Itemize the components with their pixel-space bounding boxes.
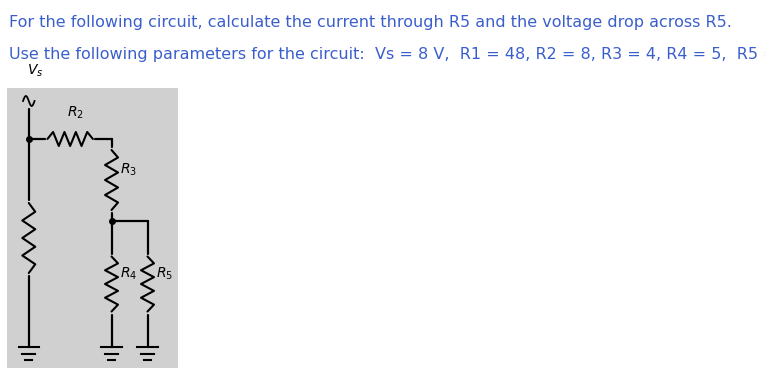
Text: $R_2$: $R_2$ xyxy=(67,104,83,121)
Text: $R_5$: $R_5$ xyxy=(156,266,173,282)
Text: For the following circuit, calculate the current through R5 and the voltage drop: For the following circuit, calculate the… xyxy=(8,15,731,30)
Text: $R_4$: $R_4$ xyxy=(120,266,138,282)
Text: $R_3$: $R_3$ xyxy=(120,162,137,178)
Text: $V_s$: $V_s$ xyxy=(27,63,43,79)
Text: Use the following parameters for the circuit:  Vs = 8 V,  R1 = 48, R2 = 8, R3 = : Use the following parameters for the cir… xyxy=(8,47,765,62)
FancyBboxPatch shape xyxy=(7,88,178,368)
